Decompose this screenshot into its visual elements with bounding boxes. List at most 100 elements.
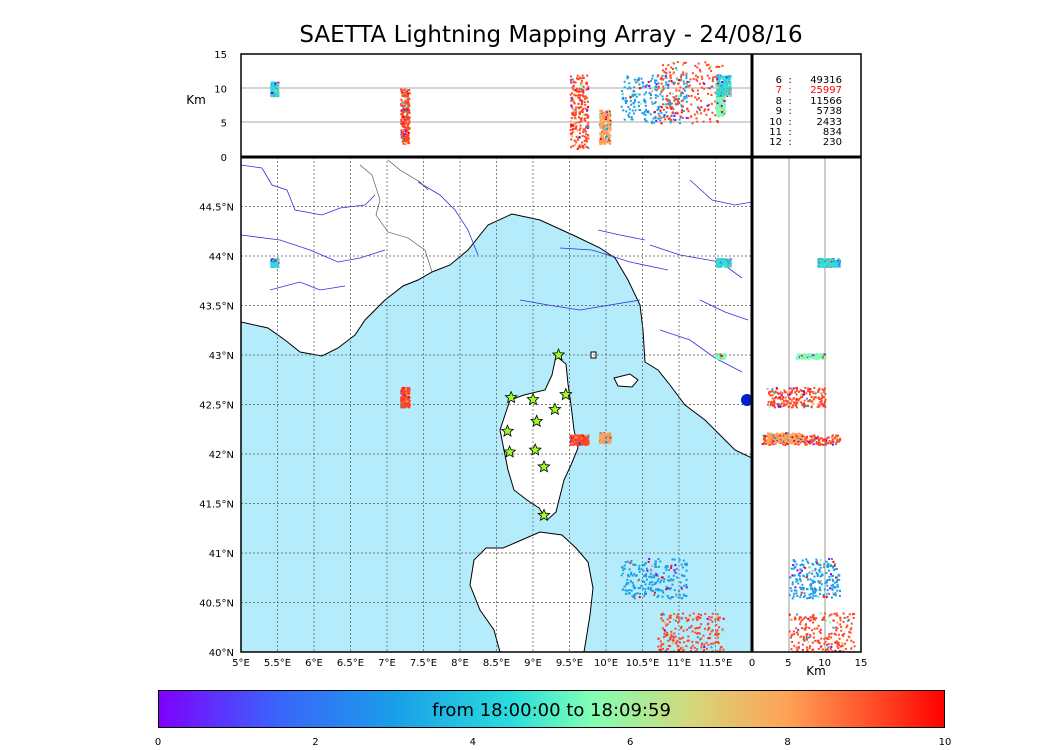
lightning-source — [716, 633, 719, 636]
lightning-source-lat-alt — [813, 580, 816, 583]
lightning-source-lon-alt — [708, 67, 711, 70]
lightning-source — [717, 619, 720, 622]
lightning-source — [700, 623, 703, 626]
lightning-source — [666, 623, 669, 626]
lightning-source — [659, 581, 662, 584]
lightning-source-lat-alt — [830, 613, 833, 616]
lightning-source-lon-alt — [661, 88, 664, 91]
lightning-source-lon-alt — [666, 102, 669, 105]
lightning-source-lon-alt — [405, 101, 408, 104]
lightning-source-lat-alt — [841, 645, 844, 648]
lightning-source-lon-alt — [717, 111, 720, 114]
lightning-source-lat-alt — [797, 440, 800, 443]
lightning-source — [695, 641, 698, 644]
lightning-source-lon-alt — [698, 107, 701, 110]
lightning-source-lon-alt — [580, 144, 583, 147]
lightning-source-lon-alt — [404, 115, 407, 118]
lightning-source — [677, 648, 680, 651]
lightning-source — [666, 631, 669, 634]
lightning-source-lon-alt — [569, 133, 572, 136]
lightning-source-lon-alt — [404, 102, 407, 105]
lightning-source-lat-alt — [811, 569, 814, 572]
lightning-source-lon-alt — [404, 129, 407, 132]
lightning-source-lat-alt — [833, 641, 836, 644]
lightning-source — [667, 575, 670, 578]
lightning-source-lat-alt — [801, 649, 804, 652]
lightning-source — [722, 354, 725, 357]
lightning-source-lat-alt — [823, 588, 826, 591]
lightning-source-lon-alt — [653, 110, 656, 113]
lightning-source — [715, 354, 718, 357]
lightning-source-lat-alt — [793, 633, 796, 636]
lightning-source-lat-alt — [827, 637, 830, 640]
lightning-source — [698, 632, 701, 635]
lightning-source-lon-alt — [645, 120, 648, 123]
lightning-source-lat-alt — [797, 582, 800, 585]
lightning-source-lat-alt — [775, 437, 778, 440]
lightning-source-lat-alt — [814, 590, 817, 593]
lightning-source-lon-alt — [682, 71, 685, 74]
lightning-source-lon-alt — [569, 79, 572, 82]
lightning-source-lat-alt — [844, 642, 847, 645]
lightning-source — [275, 264, 278, 267]
lightning-source — [688, 614, 691, 617]
lightning-source — [645, 567, 648, 570]
lightning-source — [697, 613, 700, 616]
lightning-source-lon-alt — [685, 85, 688, 88]
lightning-source-lon-alt — [571, 86, 574, 89]
lightning-source — [648, 575, 651, 578]
lightning-source-lat-alt — [771, 404, 774, 407]
lightning-source-lon-alt — [657, 87, 660, 90]
lightning-source — [710, 642, 713, 645]
lightning-source — [678, 619, 681, 622]
lightning-source — [719, 261, 722, 264]
lightning-source-lat-alt — [799, 435, 802, 438]
lightning-source-lon-alt — [582, 85, 585, 88]
lightning-source-lat-alt — [792, 567, 795, 570]
lightning-source-lon-alt — [405, 95, 408, 98]
lightning-source-lat-alt — [810, 436, 813, 439]
lightning-source-lat-alt — [816, 442, 819, 445]
lightning-source-lon-alt — [667, 83, 670, 86]
lightning-source-lon-alt — [714, 100, 717, 103]
lightning-source — [707, 622, 710, 625]
lightning-source-lat-alt — [811, 397, 814, 400]
lightning-source — [716, 356, 719, 359]
lightning-source-lon-alt — [277, 82, 280, 85]
lightning-source-lon-alt — [581, 99, 584, 102]
lightning-source-lat-alt — [768, 392, 771, 395]
lightning-source-lat-alt — [774, 390, 777, 393]
lightning-source-lat-alt — [808, 571, 811, 574]
lightning-source-lon-alt — [721, 114, 724, 117]
lightning-source — [666, 647, 669, 650]
lightning-source-lon-alt — [665, 111, 668, 114]
lightning-source-lon-alt — [582, 130, 585, 133]
lightning-source-lat-alt — [769, 394, 772, 397]
lightning-source-lat-alt — [791, 574, 794, 577]
lightning-source-lon-alt — [710, 69, 713, 72]
lightning-source — [711, 620, 714, 623]
lightning-source-lat-alt — [828, 557, 831, 560]
lightning-source-lon-alt — [604, 132, 607, 135]
lightning-source-lon-alt — [602, 138, 605, 141]
lightning-source — [676, 639, 679, 642]
lightning-source — [683, 575, 686, 578]
lightning-source-lat-alt — [831, 435, 834, 438]
lightning-source — [571, 442, 574, 445]
lightning-source-lon-alt — [700, 86, 703, 89]
lightning-source-lon-alt — [406, 115, 409, 118]
lightning-source-lon-alt — [672, 118, 675, 121]
lightning-source — [623, 564, 626, 567]
lightning-source-lon-alt — [673, 97, 676, 100]
lightning-source-lon-alt — [662, 87, 665, 90]
lightning-source-lon-alt — [685, 94, 688, 97]
lightning-source-lat-alt — [851, 613, 854, 616]
lightning-source-lon-alt — [599, 126, 602, 129]
lightning-source-lat-alt — [842, 650, 845, 652]
lightning-source-lat-alt — [827, 436, 830, 439]
lightning-source-lon-alt — [401, 91, 404, 94]
lightning-source-lon-alt — [728, 77, 731, 80]
lightning-source-lat-alt — [819, 401, 822, 404]
lightning-source — [408, 403, 411, 406]
lightning-source-lat-alt — [785, 440, 788, 443]
